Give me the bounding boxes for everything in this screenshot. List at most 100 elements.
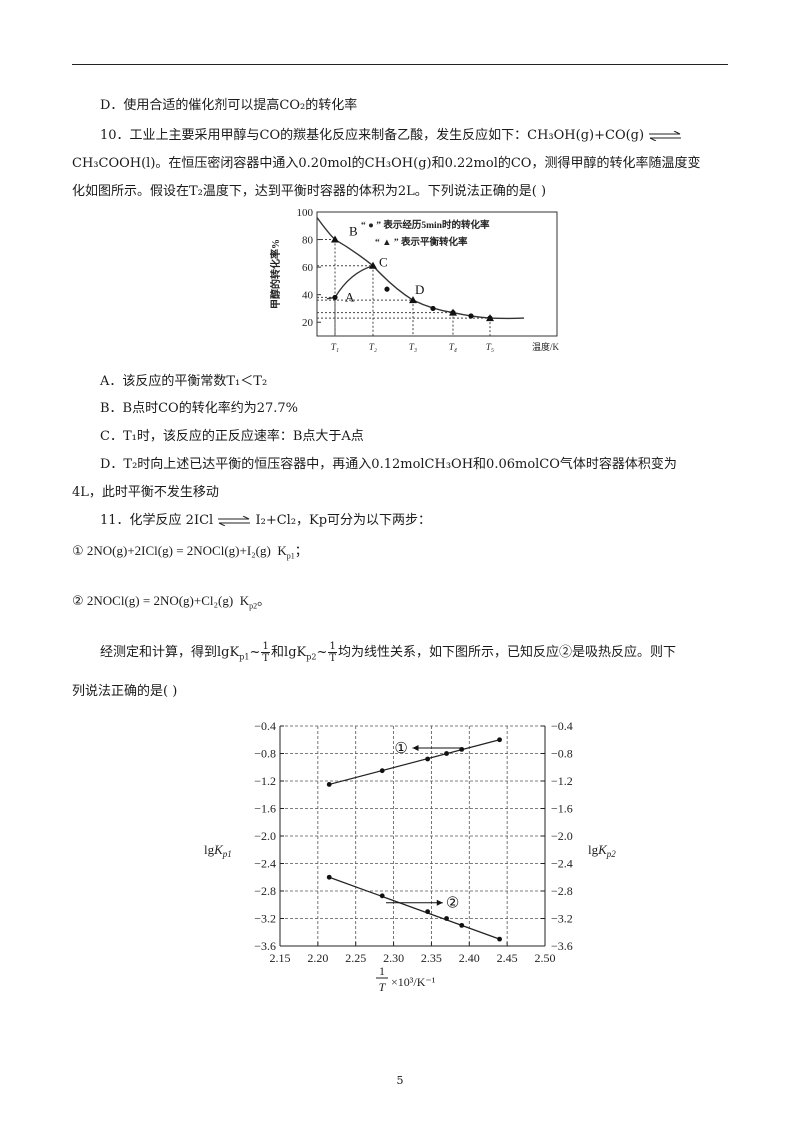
q11-stem-text1b: I₂+Cl₂，Kp可分为以下两步： [255, 513, 432, 528]
chart2-series-point-1 [326, 782, 332, 787]
chart2-ylabel-left-sub: p1 [222, 849, 232, 859]
q10-option-c: C．T₁时，该反应的正反应速率：B点大于A点 [100, 429, 364, 444]
frac-den-2: T [329, 653, 337, 664]
step1-k: K [277, 543, 287, 558]
q10-stem-text1: 10．工业上主要采用甲醇与CO的羰基化反应来制备乙酸，发生反应如下：CH₃OH(… [100, 128, 645, 143]
chart2-series-point-2 [459, 922, 465, 928]
q11-text-line: 经测定和计算，得到lgKp1~ 1 T 和lgKp2~ 1 T 均为线性关系，如下图所示，已… [100, 640, 728, 671]
chart2-ytick-left: −1.6 [254, 802, 276, 816]
q11-text-b: 均为线性关系，如下图所示，已知反应②是吸热反应。则下 [338, 645, 677, 660]
chart1-triangle-marker [409, 296, 417, 304]
chart2-series-point-2 [444, 916, 449, 921]
chart1-point-label-a: A [345, 289, 355, 304]
q11-text-last: 列说法正确的是( ) [72, 684, 178, 699]
chart2-ytick-right: −2.4 [551, 857, 573, 871]
chart2-ytick-right: −0.8 [551, 747, 573, 761]
chart2-xtick: 2.35 [421, 951, 442, 965]
chart2-plot: −0.4 −0.4 −0.8 −0.8 −1.2 −1.2 −1.6 −1.6 −2.0 −2.0… [204, 719, 616, 994]
chart1-xtick: T₄ [449, 342, 457, 352]
chart2-xlabel-num: 1 [379, 964, 385, 978]
chart2-ylabel-left-main: lg [204, 842, 215, 857]
frac-num-2: 1 [328, 641, 338, 653]
chart2-label-1: ① [394, 741, 407, 757]
chart1-xtick: T₃ [409, 342, 417, 352]
chart2-xtick: 2.30 [383, 951, 404, 965]
lgkp2-sub: p2 [306, 652, 317, 662]
chart2-series-point-1 [497, 737, 502, 743]
step1-equation: 2NO(g)+2ICl(g) = 2NOCl(g)+I₂(g) [86, 543, 271, 558]
chart2-ylabel-left: lgKp1 [204, 842, 232, 859]
chart2-ylabel-right: lgKp2 [588, 842, 616, 859]
q10-option-a: A．该反应的平衡常数T₁＜T₂ [100, 374, 268, 389]
step1-end: ； [294, 543, 308, 558]
tilde-2: ~ [316, 645, 328, 660]
chart2-ytick-left: −2.4 [254, 857, 276, 871]
chart2-series-point-2 [497, 936, 502, 942]
chart2-series-point-1 [425, 756, 431, 762]
step2-end: 。 [257, 593, 271, 608]
chart2-ytick-right: −2.0 [551, 829, 573, 843]
lgkp1-sub: p1 [239, 652, 250, 662]
page-number: 5 [396, 1074, 404, 1087]
q10-stem-line3: 化如图所示。假设在T₂温度下，达到平衡时容器的体积为2L。下列说法正确的是( ) [72, 184, 547, 199]
chart1-ytick: 60 [302, 262, 314, 274]
chart2-ylabel-left-k: K [213, 842, 224, 857]
chart1-point-label-d: D [415, 282, 424, 297]
q11-stem-text1a: 11．化学反应 2ICl [100, 513, 214, 528]
q10-stem-line2: CH₃COOH(l)。在恒压密闭容器中通入0.20mol的CH₃OH(g)和0.… [72, 156, 701, 171]
chart1-ytick: 80 [302, 235, 314, 247]
chart2-xlabel-unit: ×10³/K⁻¹ [391, 975, 436, 989]
chart2-xtick: 2.40 [459, 951, 480, 965]
frac-den: T [262, 653, 270, 664]
chart1-dot-marker [430, 305, 436, 312]
chart1-frame [316, 211, 558, 337]
chart2-series-point-2 [326, 874, 332, 880]
chart1-ytick: 40 [302, 290, 314, 302]
chart2-ytick-left: −0.4 [254, 719, 276, 733]
chart1-triangle-marker [369, 261, 377, 269]
step2-equation: 2NOCl(g) = 2NO(g)+Cl₂(g) [86, 593, 234, 608]
chart1-dot-marker [384, 286, 390, 292]
chart1-legend-triangle: “ ▲ ” 表示平衡转化率 [375, 236, 468, 248]
chart2-ytick-left: −1.2 [254, 774, 276, 788]
chart2-xtick: 2.50 [535, 951, 556, 965]
chart2-xtick: 2.25 [345, 951, 366, 965]
chart2-series-point-2 [379, 893, 385, 899]
chart2-ytick-left: −2.8 [254, 884, 276, 898]
chart2-xtick: 2.20 [307, 951, 328, 965]
chart2-ytick-right: −3.2 [551, 912, 573, 926]
step2-k-sub: p2 [249, 601, 258, 611]
chart2-ytick-left: −0.8 [254, 747, 276, 761]
q11-step1: ① 2NO(g)+2ICl(g) = 2NOCl(g)+I₂(g) Kp1； [72, 540, 308, 561]
chart1-legend-dot: “ ● ” 表示经历5min时的转化率 [361, 219, 490, 231]
chart2-ytick-right: −2.8 [551, 884, 573, 898]
chart2-series-line-2 [329, 876, 500, 940]
lgkp1-text: lgK [217, 645, 240, 660]
step2-k: K [239, 593, 250, 608]
chart2-ytick-left: −2.0 [254, 829, 276, 843]
q11-stem-line1: 11．化学反应 2ICl I₂+Cl₂，Kp可分为以下两步： [100, 511, 728, 531]
lgkp2-text: lgK [284, 645, 307, 660]
lgkp-vs-inverse-t-chart: −0.4 −0.4 −0.8 −0.8 −1.2 −1.2 −1.6 −1.6 −2.0 −2.0… [204, 719, 616, 994]
chart1-xtick: T₁ [331, 342, 339, 352]
chart1-xtick: T₅ [486, 342, 494, 352]
chart1-xlabel: 温度/K [532, 341, 560, 352]
chart1-point-label-b: B [349, 224, 358, 239]
chart2-ytick-right: −1.2 [551, 774, 573, 788]
circled-one: ① [72, 544, 84, 559]
chart2-label-2: ② [446, 896, 459, 912]
chart2-ytick-right: −3.6 [551, 939, 573, 953]
chart1-triangle-marker [486, 314, 494, 322]
chart2-series-line-1 [329, 739, 500, 786]
q10-option-d-line2: 4L，此时平衡不发生移动 [72, 485, 219, 500]
equilibrium-arrow-icon [649, 130, 682, 141]
chart2-series-point-2 [425, 909, 431, 915]
q10-option-b: B．B点时CO的转化率约为27.7% [100, 401, 299, 416]
chart2-xtick: 2.15 [270, 951, 291, 965]
frac-num: 1 [261, 641, 271, 653]
chart1-triangle-marker [449, 308, 457, 316]
chart1-triangle-marker [331, 235, 339, 243]
chart1-plot: 100 80 60 40 20 T₁ T₂ T₃ T₄ T₅ 温度/K 甲醇的转化率% A B C D “ ● … [269, 208, 559, 352]
